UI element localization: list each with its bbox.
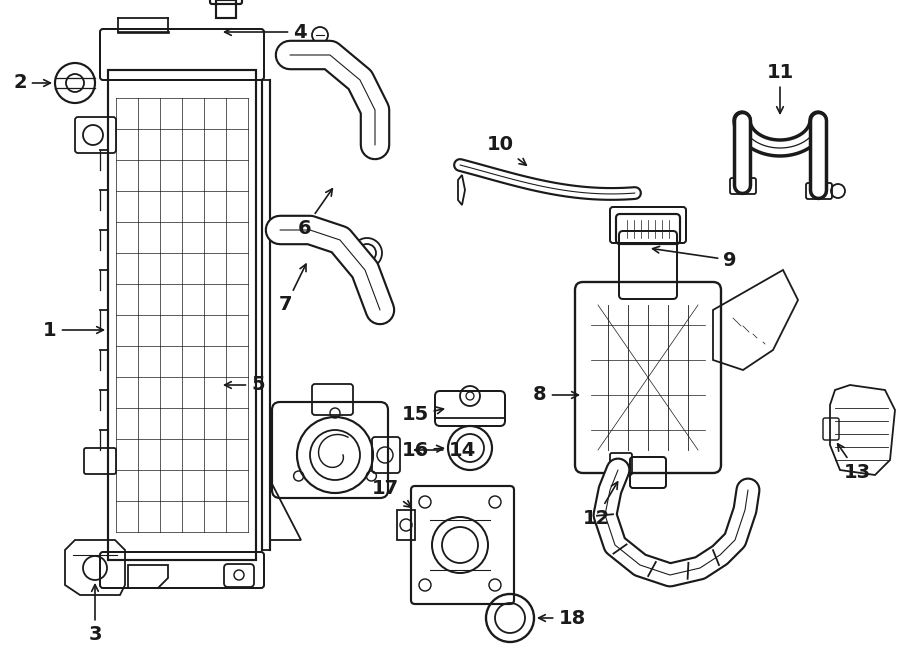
Text: 12: 12 bbox=[582, 482, 617, 527]
Text: 5: 5 bbox=[225, 375, 265, 395]
Text: 9: 9 bbox=[652, 247, 737, 270]
Text: 11: 11 bbox=[767, 63, 794, 113]
Text: 14: 14 bbox=[415, 440, 475, 459]
Bar bbox=[108, 70, 256, 560]
Text: 15: 15 bbox=[401, 405, 444, 424]
Text: 13: 13 bbox=[838, 444, 870, 481]
Text: 8: 8 bbox=[533, 385, 579, 405]
Text: 2: 2 bbox=[14, 73, 50, 93]
Text: 1: 1 bbox=[43, 321, 104, 340]
Text: 10: 10 bbox=[487, 136, 526, 165]
Text: 18: 18 bbox=[538, 609, 586, 627]
Text: 7: 7 bbox=[279, 264, 306, 315]
Bar bbox=[216, 0, 236, 18]
Text: 3: 3 bbox=[88, 584, 102, 644]
Text: 16: 16 bbox=[401, 440, 444, 459]
Text: 17: 17 bbox=[372, 479, 411, 507]
Text: 6: 6 bbox=[298, 189, 332, 237]
Text: 4: 4 bbox=[225, 22, 307, 42]
